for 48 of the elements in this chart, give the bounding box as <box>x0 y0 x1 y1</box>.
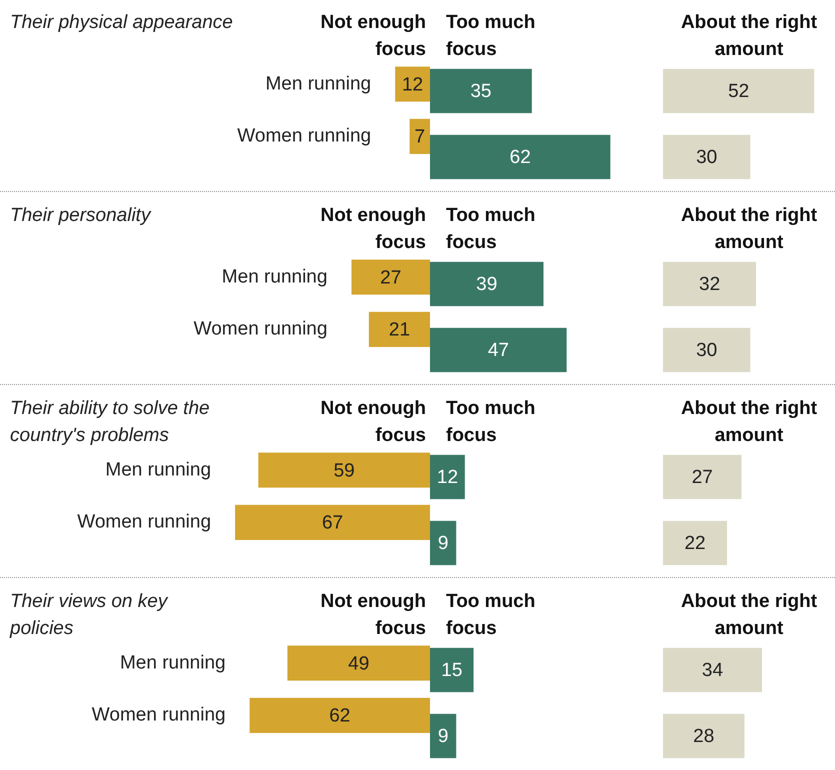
data-label: 67 <box>322 512 344 534</box>
data-label: 49 <box>348 653 370 674</box>
data-label: 22 <box>684 533 706 554</box>
data-label: 39 <box>476 274 498 296</box>
y-tick-label: Women running <box>237 126 372 147</box>
data-label: 62 <box>510 147 531 168</box>
series-label: Too much focus <box>446 205 536 253</box>
data-label: 28 <box>693 726 714 748</box>
data-label: 9 <box>438 726 448 748</box>
series-label: Not enough focus <box>320 591 426 639</box>
series-label: About the right amount <box>680 398 818 446</box>
data-label: 27 <box>380 267 402 288</box>
data-label: 21 <box>388 320 410 341</box>
data-label: 30 <box>696 147 718 168</box>
data-label: 52 <box>728 81 750 102</box>
series-label: Too much focus <box>446 12 536 60</box>
y-tick-label: Men running <box>120 652 226 674</box>
series-label: Not enough focus <box>320 205 426 253</box>
series-label: Not enough focus <box>320 12 426 60</box>
data-label: 47 <box>488 340 509 362</box>
text: Their personality <box>10 205 152 226</box>
data-label: 35 <box>470 81 492 102</box>
y-tick-label: Women running <box>77 512 212 533</box>
data-label: 12 <box>436 467 458 488</box>
data-label: 12 <box>402 74 424 96</box>
series-label: About the right amount <box>680 205 818 253</box>
y-tick-label: Women running <box>92 704 226 726</box>
data-label: 62 <box>329 706 350 727</box>
data-label: 34 <box>702 660 724 682</box>
series-label: Too much focus <box>446 398 536 446</box>
chart-title: Their ability to solve the country's problems <box>10 398 210 446</box>
data-label: 59 <box>334 460 355 482</box>
series-label: Too much focus <box>446 591 536 639</box>
data-label: 9 <box>438 533 448 554</box>
y-tick-label: Men running <box>105 459 212 480</box>
series-label: About the right amount <box>680 591 818 639</box>
data-label: 27 <box>692 467 713 488</box>
y-tick-label: Men running <box>222 266 328 288</box>
data-label: 15 <box>441 660 462 682</box>
text: Their views on key policies <box>9 591 169 639</box>
data-label: 30 <box>696 340 718 362</box>
y-tick-label: Men running <box>265 73 372 94</box>
text: Their physical appearance <box>10 12 233 33</box>
data-label: 7 <box>414 126 426 148</box>
series-label: About the right amount <box>680 12 818 60</box>
series-label: Not enough focus <box>320 398 426 446</box>
y-tick-label: Women running <box>194 318 328 340</box>
data-label: 32 <box>698 274 720 296</box>
